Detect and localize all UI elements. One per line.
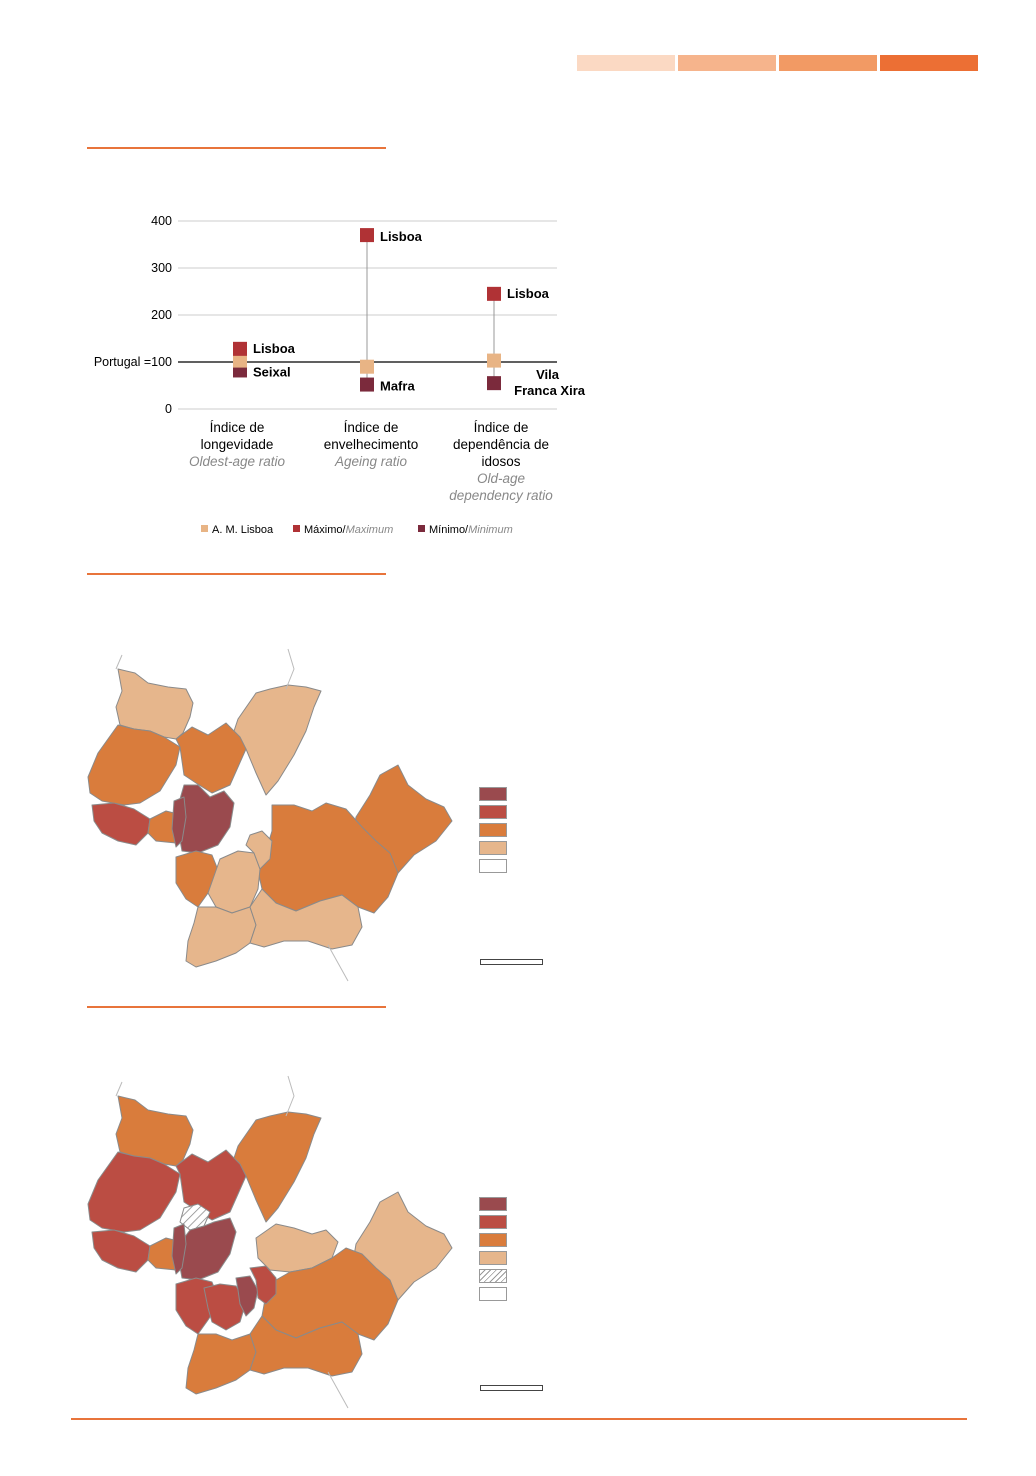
y-tick-4: 400 (151, 214, 172, 228)
map-2-region-northeast (231, 1111, 322, 1223)
map-2-legend (479, 1197, 507, 1301)
footer-rule (71, 1418, 967, 1420)
max-point-0 (233, 341, 247, 356)
map-2-legend-swatch-hatched (479, 1269, 507, 1283)
map-2-region-south-1 (185, 1333, 257, 1395)
map-2-region-sesimbra (203, 1283, 247, 1331)
y-tick-0: 0 (165, 402, 172, 416)
category-0-pt-0: Índice de (210, 420, 265, 435)
map-2 (87, 1075, 453, 1409)
map-2-region-south-2 (249, 1315, 363, 1377)
min-point-1 (360, 377, 374, 392)
map-1-region-lisbon2 (171, 796, 187, 848)
category-2-en-1: dependency ratio (449, 488, 553, 503)
category-1-en-0: Ageing ratio (334, 454, 408, 469)
section-rule-1 (87, 147, 386, 149)
max-point-1 (360, 228, 374, 243)
header-bar-2 (678, 55, 776, 71)
aml-point-0 (233, 353, 247, 368)
category-2-pt-0: Índice de (474, 420, 529, 435)
map-2-region-lisbon2 (171, 1223, 187, 1275)
map-2-river (285, 1075, 295, 1117)
map-2-legend-swatch-none (479, 1287, 507, 1301)
min-label-2-0: Vila (536, 367, 560, 382)
min-label-1-0: Mafra (380, 379, 415, 394)
min-label-0-0: Seixal (253, 364, 291, 379)
min-label-2-1: Franca Xira (514, 383, 586, 398)
max-label-2-0: Lisboa (507, 286, 550, 301)
map-1-region-southwest (91, 802, 151, 846)
map-2-scale-bar (480, 1385, 543, 1391)
ref-label: Portugal =100 (94, 355, 172, 369)
legend-label-1: Máximo/Maximum (304, 524, 393, 536)
map-1-legend-swatch-3 (479, 823, 507, 837)
map-1-legend (479, 787, 507, 873)
chart-category-labels: Índice de longevidade Oldest-age ratio Índi… (189, 420, 553, 503)
section-rule-2 (87, 573, 386, 575)
header-bar-3 (779, 55, 877, 71)
map-2-legend-swatch-2 (479, 1215, 507, 1229)
legend-label-en-1: Maximum (346, 524, 394, 536)
y-tick-2: 200 (151, 308, 172, 322)
map-1-region-south-light-2 (185, 906, 257, 968)
category-1-pt-0: Índice de (344, 420, 399, 435)
map-2-region-west (87, 1151, 181, 1233)
y-tick-3: 300 (151, 261, 172, 275)
map-1-coast (115, 654, 123, 670)
map-1-region-center (175, 722, 247, 794)
chart-marks: Lisboa Lisboa Lisboa Seixal Mafra VilaFranca … (233, 228, 586, 398)
map-2-legend-swatch-3 (479, 1233, 507, 1247)
legend-swatch-1 (293, 525, 300, 532)
map-2-coast (115, 1081, 123, 1097)
legend-label-2: Mínimo/Minimum (429, 524, 513, 536)
category-2-pt-1: dependência de (453, 437, 549, 452)
map-1-scale-bar (480, 959, 543, 965)
aml-point-2 (487, 353, 501, 368)
max-label-0-0: Lisboa (253, 341, 296, 356)
map-1-legend-swatch-4 (479, 841, 507, 855)
map-1-region-northeast (231, 684, 322, 796)
map-1-legend-swatch-1 (479, 787, 507, 801)
map-1-region-east-light (245, 830, 273, 870)
legend-swatch-2 (418, 525, 425, 532)
legend-label-0: A. M. Lisboa (212, 524, 274, 536)
map-1-river-2 (327, 944, 349, 982)
map-2-river-2 (327, 1371, 349, 1409)
map-1-river (285, 648, 295, 690)
section-rule-3 (87, 1006, 386, 1008)
category-1-pt-1: envelhecimento (324, 437, 419, 452)
chart-legend: A. M. Lisboa Máximo/Maximum Mínimo/Minimum (201, 524, 513, 536)
category-0-pt-1: longevidade (201, 437, 274, 452)
map-1-region-south-light-1 (207, 850, 261, 914)
min-point-2 (487, 376, 501, 391)
max-label-1-0: Lisboa (380, 229, 423, 244)
category-2-en-0: Old-age (477, 471, 525, 486)
chart-grid: 0 Portugal =100 200 300 400 (94, 214, 557, 416)
legend-swatch-0 (201, 525, 208, 532)
map-2-legend-swatch-1 (479, 1197, 507, 1211)
map-2-legend-swatch-4 (479, 1251, 507, 1265)
map-2-region-center (175, 1149, 247, 1221)
map-1-legend-swatch-none (479, 859, 507, 873)
map-1-region-south-light-3 (249, 888, 363, 950)
max-point-2 (487, 286, 501, 301)
map-2-region-southwest (91, 1229, 151, 1273)
header-bar-4 (880, 55, 978, 71)
category-0-en-0: Oldest-age ratio (189, 454, 286, 469)
map-1-region-west (87, 724, 181, 806)
aml-point-1 (360, 359, 374, 374)
header-bar-1 (577, 55, 675, 71)
map-1 (87, 648, 453, 982)
header-bars (577, 55, 978, 71)
map-1-legend-swatch-2 (479, 805, 507, 819)
map-2-region-barreiro (235, 1275, 259, 1317)
map-2-region-moita (249, 1265, 277, 1305)
category-2-pt-2: idosos (481, 454, 520, 469)
legend-label-en-2: Minimum (468, 524, 513, 536)
